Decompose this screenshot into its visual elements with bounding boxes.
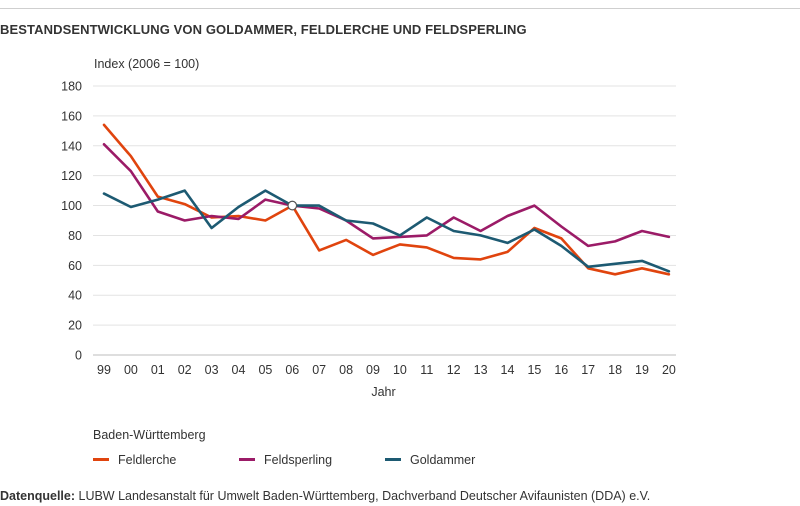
legend-item-feldlerche: Feldlerche [93, 453, 176, 467]
y-tick-label: 40 [68, 289, 82, 303]
x-tick-label: 00 [124, 363, 138, 377]
x-tick-label: 16 [554, 363, 568, 377]
y-tick-label: 100 [61, 199, 82, 213]
x-tick-label: 15 [527, 363, 541, 377]
legend-swatch [385, 458, 401, 462]
y-tick-label: 80 [68, 229, 82, 243]
x-axis-label: Jahr [371, 385, 395, 399]
x-tick-label: 11 [420, 363, 433, 377]
x-tick-label: 18 [608, 363, 622, 377]
y-tick-label: 20 [68, 319, 82, 333]
legend-label: Feldlerche [118, 453, 177, 467]
x-tick-label: 14 [501, 363, 515, 377]
legend-item-feldsperling: Feldsperling [239, 453, 332, 467]
x-tick-label: 07 [312, 363, 326, 377]
x-tick-label: 01 [151, 363, 165, 377]
reference-point-marker [287, 200, 298, 211]
series-line-feldlerche [102, 123, 671, 276]
y-tick-label: 0 [75, 349, 82, 363]
x-tick-label: 02 [178, 363, 192, 377]
x-tick-label: 03 [205, 363, 219, 377]
y-tick-label: 140 [61, 139, 82, 153]
top-divider [0, 8, 800, 9]
legend-swatch [239, 458, 255, 462]
y-tick-label: 120 [61, 169, 82, 183]
y-axis-label: Index (2006 = 100) [94, 57, 200, 71]
line-chart: 0 20 40 60 80 100 120 140 160 180 99 00 01 02 03 04 05 06… [61, 80, 676, 399]
chart-title: BESTANDSENTWICKLUNG VON GOLDAMMER, FELDL… [0, 22, 527, 37]
x-tick-label: 13 [474, 363, 488, 377]
x-tick-label: 10 [393, 363, 407, 377]
x-tick-label: 17 [581, 363, 595, 377]
x-tick-label: 06 [285, 363, 299, 377]
x-tick-label: 99 [97, 363, 111, 377]
source-text: LUBW Landesanstalt für Umwelt Baden-Würt… [75, 489, 651, 503]
series-line-goldammer [102, 189, 671, 273]
y-tick-label: 60 [68, 259, 82, 273]
legend-label: Goldammer [410, 453, 476, 467]
x-tick-label: 20 [662, 363, 676, 377]
x-tick-label: 09 [366, 363, 380, 377]
x-tick-label: 05 [258, 363, 272, 377]
source-label: Datenquelle: [0, 489, 76, 503]
x-tick-label: 12 [447, 363, 461, 377]
y-tick-label: 160 [61, 109, 82, 123]
data-source: Datenquelle: LUBW Landesanstalt für Umwe… [0, 489, 650, 503]
x-tick-label: 08 [339, 363, 353, 377]
legend-swatch [93, 458, 109, 462]
legend-item-goldammer: Goldammer [385, 453, 475, 467]
y-tick-label: 180 [61, 80, 82, 94]
legend-title: Baden-Württemberg [93, 428, 206, 442]
series-line-feldsperling [102, 143, 671, 248]
legend-label: Feldsperling [264, 453, 333, 467]
x-tick-label: 04 [232, 363, 246, 377]
x-tick-label: 19 [635, 363, 649, 377]
